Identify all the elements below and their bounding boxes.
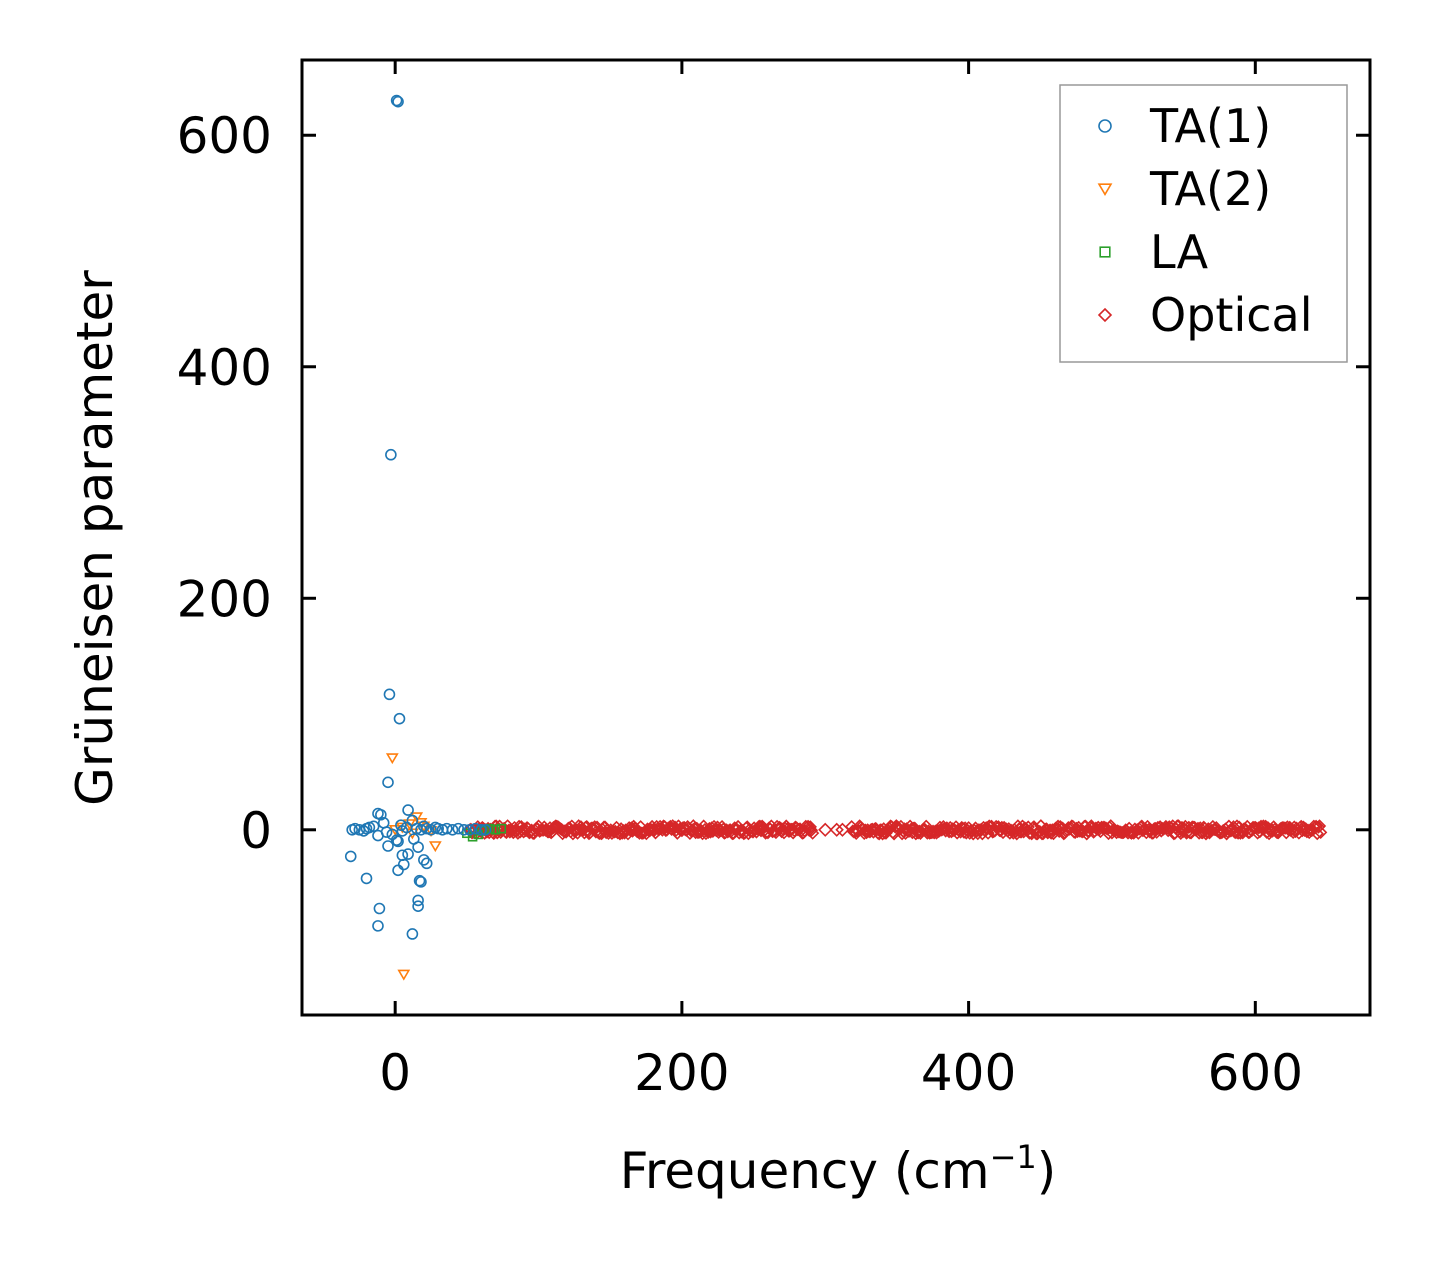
data-point bbox=[829, 822, 844, 837]
data-point bbox=[360, 872, 373, 885]
data-point bbox=[397, 969, 411, 981]
legend-marker bbox=[1097, 307, 1113, 323]
y-tick-label: 600 bbox=[177, 107, 272, 165]
data-point bbox=[803, 820, 817, 834]
data-point bbox=[385, 448, 397, 461]
data-point bbox=[412, 894, 424, 907]
x-axis-title: Frequency (cm−1) bbox=[620, 1138, 1057, 1200]
y-tick-label: 400 bbox=[177, 339, 272, 397]
y-tick-label: 0 bbox=[240, 802, 272, 860]
legend-label: TA(1) bbox=[1149, 99, 1271, 153]
data-point bbox=[373, 902, 386, 915]
legend-marker bbox=[1098, 119, 1112, 133]
x-tick-label: 600 bbox=[1208, 1044, 1303, 1102]
x-tick-label: 200 bbox=[634, 1044, 729, 1102]
data-point bbox=[413, 874, 426, 887]
data-point bbox=[420, 857, 433, 870]
y-tick-label: 200 bbox=[177, 570, 272, 628]
data-point bbox=[382, 840, 394, 852]
data-point bbox=[870, 823, 884, 837]
y-axis-title: Grüneisen parameter bbox=[66, 270, 124, 806]
data-point bbox=[806, 826, 820, 840]
data-point bbox=[344, 850, 357, 863]
data-point bbox=[402, 848, 414, 860]
data-point bbox=[418, 820, 430, 833]
data-point bbox=[475, 823, 487, 836]
data-point bbox=[490, 824, 501, 835]
data-point bbox=[463, 823, 476, 836]
data-point bbox=[372, 829, 384, 842]
data-point bbox=[865, 822, 879, 836]
legend-marker bbox=[1097, 183, 1113, 196]
data-point bbox=[412, 841, 424, 853]
data-point bbox=[818, 822, 833, 837]
series-ta-1- bbox=[344, 94, 492, 940]
legend-entry: LA bbox=[1099, 225, 1209, 279]
legend-label: TA(2) bbox=[1149, 162, 1271, 216]
legend-label: LA bbox=[1150, 225, 1209, 279]
data-point bbox=[390, 834, 403, 847]
data-point bbox=[446, 823, 459, 836]
data-point bbox=[406, 928, 419, 940]
data-point bbox=[414, 818, 428, 829]
data-point bbox=[804, 823, 819, 837]
legend-entry: Optical bbox=[1097, 288, 1312, 342]
plot-marks bbox=[344, 94, 1328, 981]
x-tick-label: 0 bbox=[379, 1044, 411, 1102]
series-la bbox=[462, 823, 507, 842]
data-point bbox=[395, 819, 407, 831]
legend-label: Optical bbox=[1150, 288, 1312, 342]
plot-frame bbox=[300, 58, 1372, 1017]
data-point bbox=[440, 822, 453, 835]
data-point bbox=[507, 820, 522, 835]
data-point bbox=[1312, 819, 1327, 833]
data-point bbox=[835, 822, 850, 837]
data-point bbox=[452, 822, 465, 835]
data-point bbox=[392, 95, 404, 108]
legend: TA(1) TA(2) LA Optical bbox=[1059, 84, 1348, 363]
data-point bbox=[382, 776, 394, 789]
data-point bbox=[1314, 825, 1328, 840]
x-tick-label: 400 bbox=[921, 1044, 1016, 1102]
data-point bbox=[428, 841, 442, 853]
data-point bbox=[479, 823, 492, 836]
data-point bbox=[402, 804, 414, 816]
data-point bbox=[357, 825, 370, 837]
data-point bbox=[393, 712, 406, 725]
data-point bbox=[392, 835, 404, 848]
data-point bbox=[604, 823, 618, 837]
legend-entry: TA(1) bbox=[1098, 99, 1271, 153]
data-point bbox=[496, 823, 507, 834]
legend-marker bbox=[1099, 246, 1111, 258]
data-point bbox=[390, 94, 403, 107]
legend-entry: TA(2) bbox=[1097, 162, 1271, 216]
data-point bbox=[415, 876, 427, 888]
axis-ticks: 0 200 400 600 0 200 400 600 bbox=[177, 60, 1370, 1102]
data-point bbox=[392, 864, 404, 877]
data-point bbox=[418, 854, 430, 866]
data-point bbox=[385, 753, 399, 765]
data-point bbox=[412, 900, 424, 912]
data-point bbox=[1310, 826, 1324, 841]
data-point bbox=[372, 920, 384, 932]
data-point bbox=[410, 812, 424, 824]
data-point bbox=[383, 688, 396, 701]
data-point bbox=[363, 821, 376, 834]
data-point bbox=[1182, 820, 1196, 834]
data-point bbox=[458, 823, 470, 836]
